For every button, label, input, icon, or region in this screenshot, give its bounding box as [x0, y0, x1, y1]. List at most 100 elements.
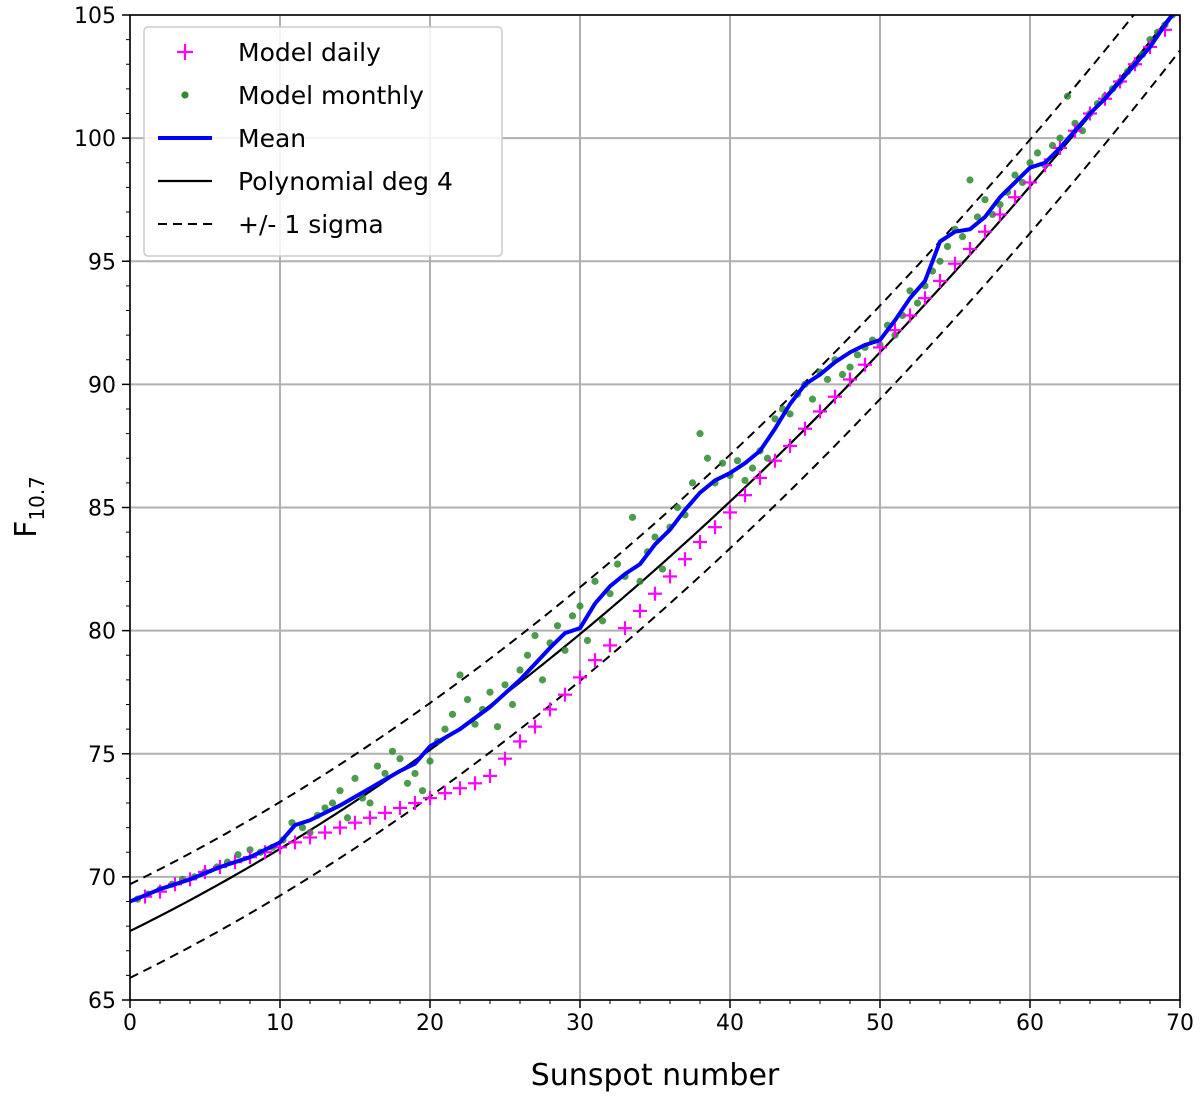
monthly-point — [538, 676, 547, 684]
daily-point — [618, 621, 632, 636]
daily-point — [468, 776, 482, 791]
monthly-point — [411, 769, 419, 778]
daily-point — [528, 719, 542, 734]
daily-point — [753, 470, 767, 485]
monthly-point — [328, 799, 337, 807]
monthly-point — [636, 577, 644, 585]
y-tick-label: 70 — [88, 866, 116, 891]
legend-entry: +/- 1 sigma — [158, 210, 384, 239]
daily-point — [633, 603, 647, 618]
daily-point — [498, 751, 512, 766]
monthly-point — [388, 747, 397, 755]
daily-point — [828, 389, 842, 404]
axes: 0 10 20 30 40 50 60 70 65 70 75 80 85 90 95 100 105 — [74, 4, 1194, 1036]
daily-point — [438, 786, 452, 801]
daily-point — [678, 552, 692, 567]
daily-point — [1008, 190, 1022, 205]
monthly-point — [658, 565, 667, 573]
monthly-point — [396, 755, 404, 763]
y-tick-label: 90 — [88, 373, 116, 398]
legend-entry: Model monthly — [181, 81, 424, 110]
x-tick-label: 40 — [716, 1011, 744, 1036]
monthly-point — [553, 622, 562, 630]
monthly-point — [1033, 149, 1042, 157]
x-tick-label: 70 — [1166, 1011, 1194, 1036]
monthly-point — [448, 710, 457, 718]
monthly-point — [606, 590, 614, 598]
monthly-point — [598, 617, 607, 625]
monthly-point — [463, 695, 472, 704]
legend-label: Mean — [238, 124, 306, 153]
y-tick-label: 80 — [88, 620, 116, 645]
monthly-point — [516, 666, 524, 674]
monthly-point — [456, 671, 464, 679]
x-tick-label: 50 — [866, 1011, 894, 1036]
y-axis-title: F10.7 — [9, 476, 49, 538]
monthly-point — [733, 457, 742, 465]
legend-entry: Model daily — [177, 38, 381, 67]
x-tick-label: 0 — [123, 1011, 137, 1036]
x-tick-label: 60 — [1016, 1011, 1044, 1036]
legend-label: Model daily — [238, 38, 381, 67]
monthly-point — [501, 681, 509, 689]
y-tick-label: 75 — [88, 743, 116, 768]
daily-point — [918, 291, 932, 306]
monthly-point — [373, 762, 382, 770]
daily-point — [783, 438, 797, 453]
monthly-point — [246, 846, 254, 854]
monthly-point — [913, 299, 922, 307]
monthly-point — [846, 363, 854, 371]
daily-point — [723, 505, 737, 520]
legend: Model daily Model monthly Mean Polynomial d… — [143, 26, 503, 257]
monthly-point — [966, 176, 974, 184]
monthly-point — [1078, 127, 1087, 135]
sigma-upper-line — [130, 15, 1136, 886]
monthly-point — [418, 787, 427, 795]
daily-point — [993, 207, 1007, 222]
daily-point — [648, 586, 662, 601]
monthly-point — [493, 723, 502, 731]
daily-point — [708, 520, 722, 535]
x-tick-label: 30 — [566, 1011, 594, 1036]
monthly-point — [351, 774, 359, 782]
daily-point — [318, 825, 332, 840]
legend-label: Polynomial deg 4 — [238, 167, 453, 196]
monthly-point — [523, 651, 532, 659]
daily-point — [738, 488, 752, 503]
daily-point — [378, 805, 392, 820]
monthly-point — [958, 233, 967, 241]
monthly-point — [1071, 119, 1079, 127]
monthly-point — [808, 395, 817, 403]
monthly-point — [426, 757, 434, 765]
x-tick-label: 20 — [416, 1011, 444, 1036]
daily-point — [303, 830, 317, 845]
monthly-point — [973, 213, 982, 221]
monthly-point — [1026, 159, 1034, 167]
monthly-point — [906, 287, 914, 295]
legend-box — [143, 26, 503, 257]
y-tick-label: 95 — [88, 250, 116, 275]
y-axis-title-subscript: 10.7 — [25, 476, 49, 521]
daily-point — [333, 820, 347, 835]
y-tick-label: 105 — [74, 4, 116, 29]
daily-point — [363, 810, 377, 825]
daily-point — [888, 323, 902, 338]
daily-point — [978, 224, 992, 239]
y-tick-label: 100 — [74, 127, 116, 152]
y-tick-label: 65 — [88, 989, 116, 1014]
monthly-point — [358, 794, 367, 802]
monthly-point — [591, 577, 599, 585]
daily-point — [813, 404, 827, 419]
monthly-point — [703, 454, 712, 462]
daily-point — [768, 453, 782, 468]
monthly-point — [531, 631, 539, 640]
daily-point — [1023, 175, 1037, 190]
y-axis-title-main: F — [9, 521, 44, 538]
daily-point — [843, 372, 857, 387]
daily-point — [873, 340, 887, 355]
monthly-point — [403, 779, 412, 787]
monthly-point — [381, 769, 389, 778]
monthly-point — [718, 459, 727, 467]
monthly-point — [748, 464, 757, 472]
